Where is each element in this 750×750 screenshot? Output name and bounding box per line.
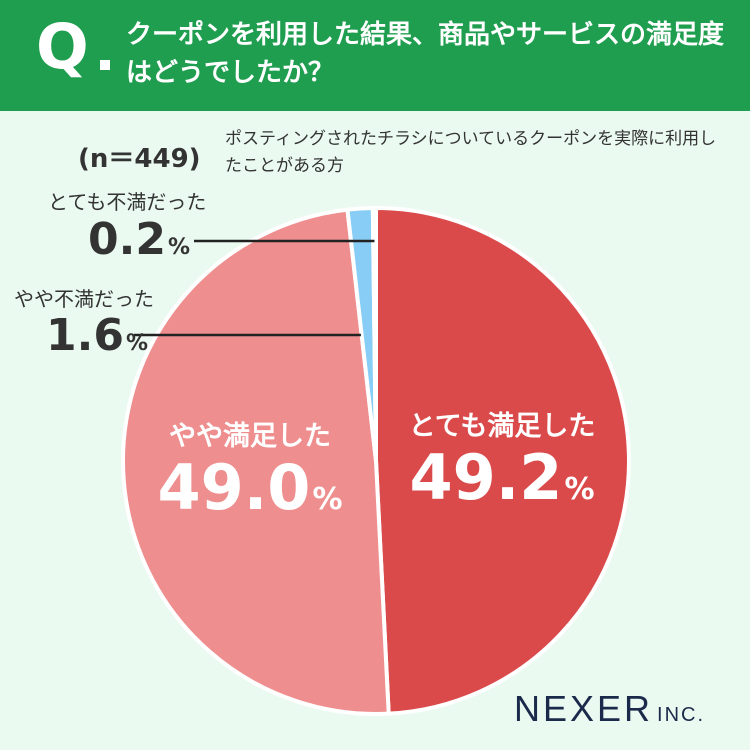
category-somewhat-satisfied: やや満足した [169,421,331,452]
question-q-mark: Q [36,10,89,83]
value-somewhat-satisfied: 49.0 [157,451,311,524]
value-very-satisfied-wrap: 49.2% [392,443,612,525]
label-somewhat-satisfied: やや満足した 49.0% [140,414,360,535]
question-header: Q クーポンを利用した結果、商品やサービスの満足度はどうでしたか？ [0,0,750,111]
slice-very-dissatisfied [370,206,378,463]
nexer-logo: NEXER INC. [514,688,705,730]
label-very-dissatisfied-value: 0.2% [88,214,190,265]
label-somewhat-dissatisfied-value: 1.6% [46,310,148,361]
unit-very-dissatisfied: % [167,235,190,260]
unit-very-satisfied: % [564,472,595,507]
sample-size: (n＝449) [78,144,201,174]
value-somewhat-dissatisfied: 1.6 [46,310,124,361]
value-very-satisfied: 49.2 [409,441,563,514]
label-very-satisfied: とても満足した 49.2% [392,404,612,525]
question-q-dot [100,60,110,70]
label-somewhat-dissatisfied-category: やや不満だった [14,287,154,311]
value-very-dissatisfied: 0.2 [88,214,166,265]
slice-very-satisfied [374,206,631,716]
question-text: クーポンを利用した結果、商品やサービスの満足度はどうでしたか？ [126,20,725,88]
logo-sub: INC. [657,704,706,726]
sample-description: ポスティングされたチラシについているクーポンを実際に利用したことがある方 [225,129,717,176]
unit-somewhat-satisfied: % [312,482,343,517]
category-very-satisfied: とても満足した [408,411,596,442]
unit-somewhat-dissatisfied: % [125,331,148,356]
label-very-dissatisfied-category: とても不満だった [48,190,207,214]
logo-main: NEXER [514,688,654,729]
value-somewhat-satisfied-wrap: 49.0% [140,453,360,535]
